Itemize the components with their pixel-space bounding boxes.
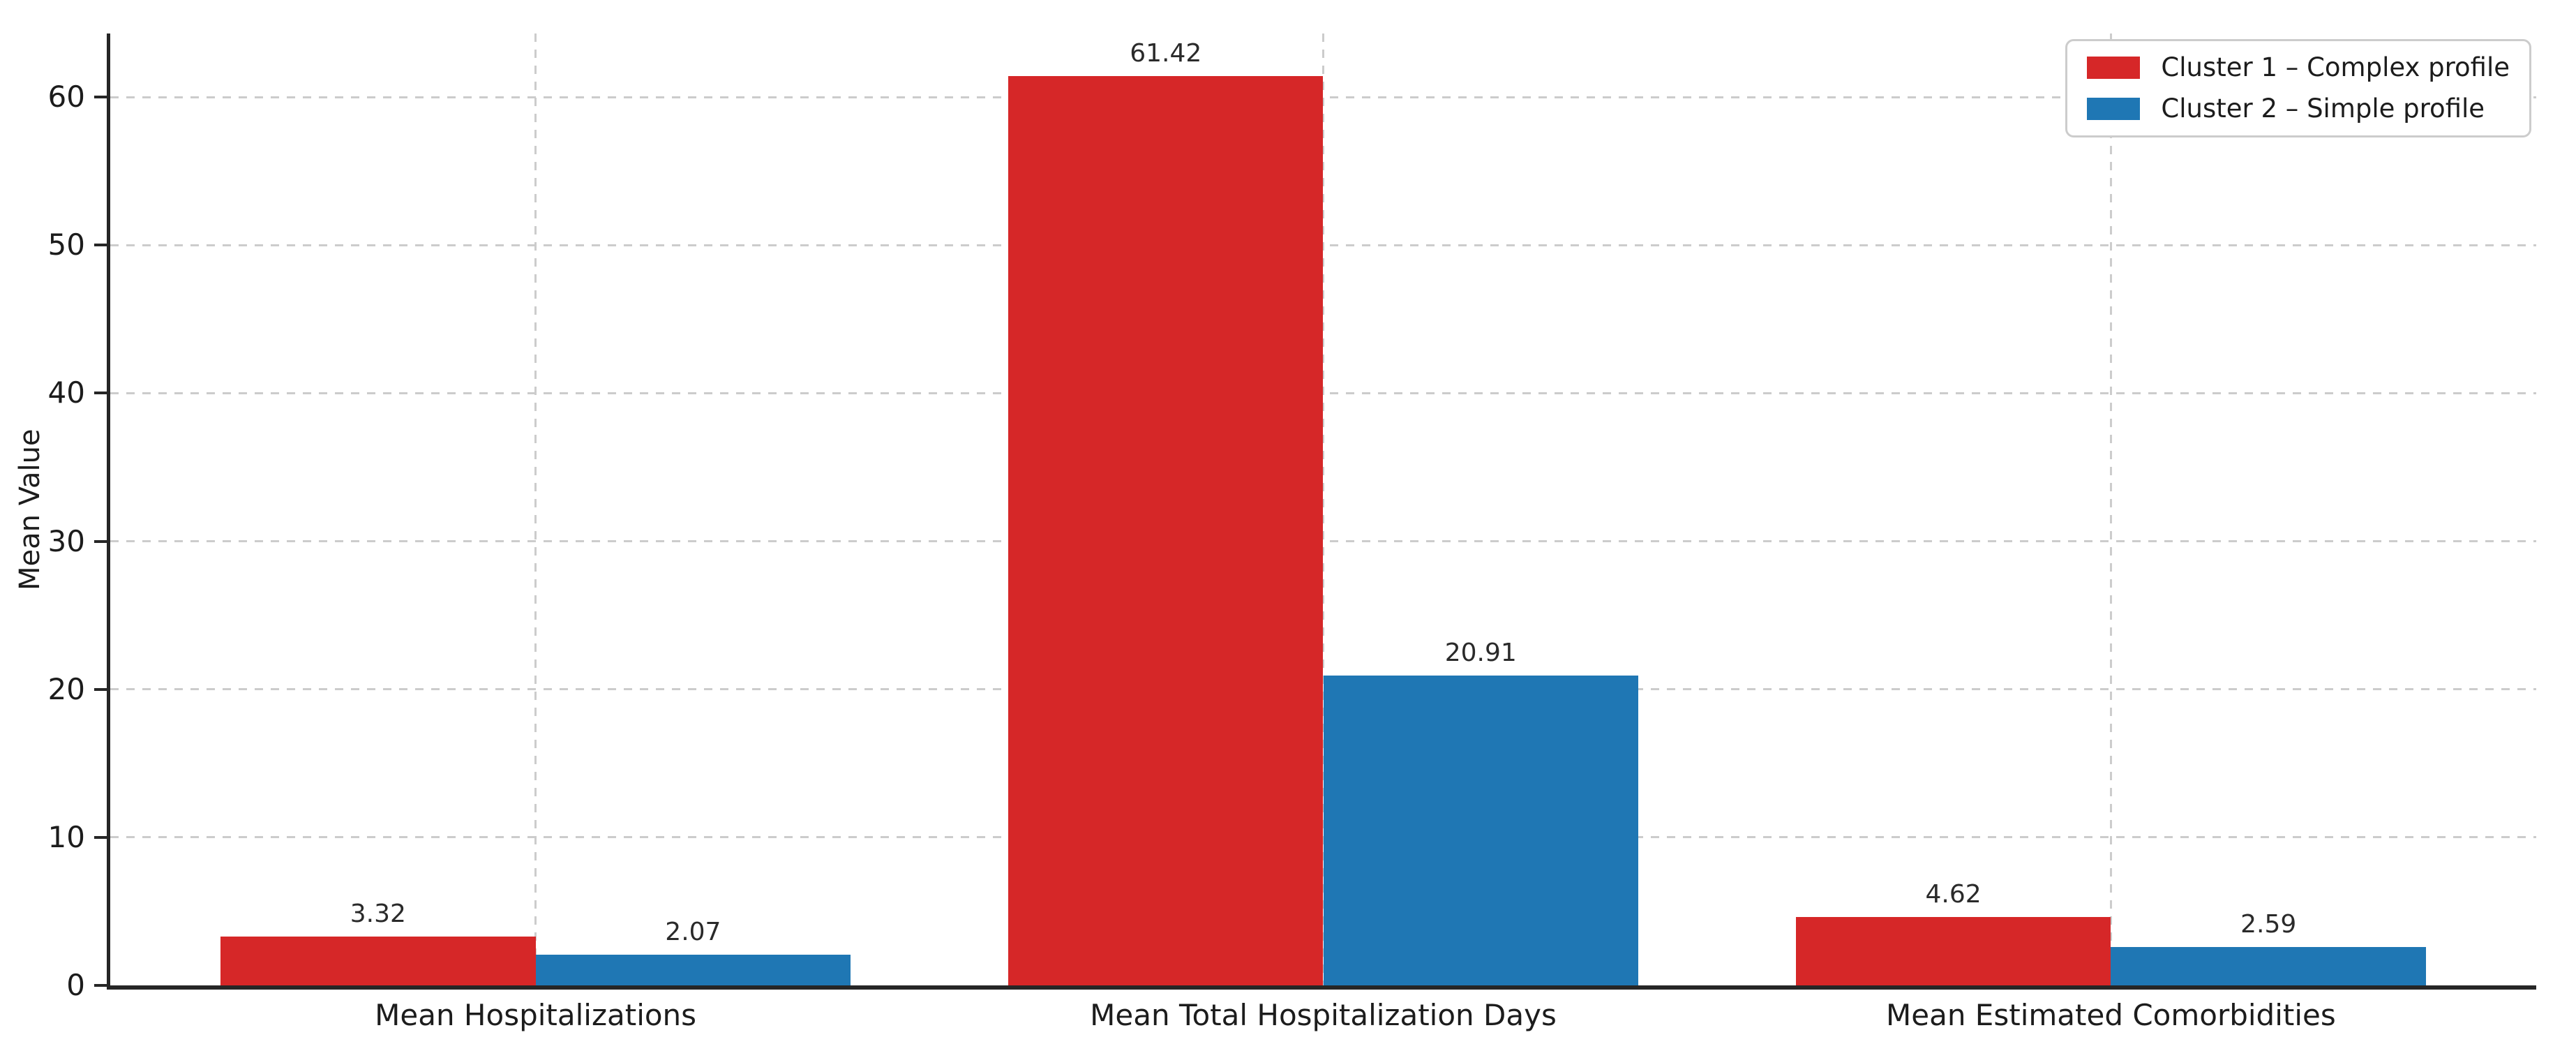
- bar-cluster2-cat3: [2111, 947, 2426, 985]
- legend-swatch-cluster2: [2087, 98, 2141, 121]
- legend-label-cluster1: Cluster 1 – Complex profile: [2161, 52, 2510, 82]
- legend-item-cluster1: Cluster 1 – Complex profile: [2087, 52, 2510, 82]
- plot-area: 0 10 20 30 40 50 60 Mean Hospitalizations 3.32 2.…: [48, 33, 2536, 1031]
- y-tick-mark: [94, 984, 107, 987]
- y-tick-mark: [94, 835, 107, 839]
- y-tick-mark: [94, 687, 107, 691]
- legend: Cluster 1 – Complex profile Cluster 2 – …: [2065, 39, 2531, 138]
- legend-item-cluster2: Cluster 2 – Simple profile: [2087, 93, 2510, 124]
- y-tick-mark: [94, 539, 107, 543]
- x-category-label: Mean Total Hospitalization Days: [1090, 998, 1557, 1032]
- gridline-vertical: [534, 33, 537, 985]
- bar-cluster1-cat3: [1795, 917, 2111, 985]
- y-tick-label: 40: [47, 375, 85, 410]
- y-tick-label: 20: [47, 671, 85, 706]
- bar-value-label: 2.59: [2240, 910, 2297, 939]
- y-tick-mark: [94, 392, 107, 395]
- bar-cluster1-cat1: [220, 936, 536, 985]
- y-tick-label: 0: [66, 968, 85, 1002]
- bar-value-label: 3.32: [350, 899, 406, 928]
- y-tick-label: 10: [47, 819, 85, 854]
- bar-value-label: 4.62: [1925, 880, 1982, 909]
- bar-value-label: 20.91: [1444, 639, 1517, 668]
- bar-value-label: 61.42: [1130, 39, 1202, 68]
- x-category-label: Mean Estimated Comorbidities: [1886, 998, 2336, 1032]
- legend-swatch-cluster1: [2087, 57, 2141, 80]
- bar-cluster1-cat2: [1008, 76, 1324, 985]
- bar-cluster2-cat1: [535, 955, 851, 985]
- y-axis-title: Mean Value: [14, 428, 46, 590]
- legend-label-cluster2: Cluster 2 – Simple profile: [2161, 93, 2485, 124]
- x-category-label: Mean Hospitalizations: [375, 998, 697, 1032]
- y-tick-label: 50: [47, 228, 85, 262]
- y-tick-mark: [94, 244, 107, 247]
- y-tick-label: 60: [47, 80, 85, 114]
- gridline-vertical: [1322, 33, 1324, 985]
- y-tick-mark: [94, 96, 107, 99]
- y-tick-label: 30: [47, 523, 85, 558]
- bar-value-label: 2.07: [665, 918, 721, 947]
- bar-cluster2-cat2: [1323, 676, 1639, 985]
- gridline-vertical: [2109, 33, 2112, 985]
